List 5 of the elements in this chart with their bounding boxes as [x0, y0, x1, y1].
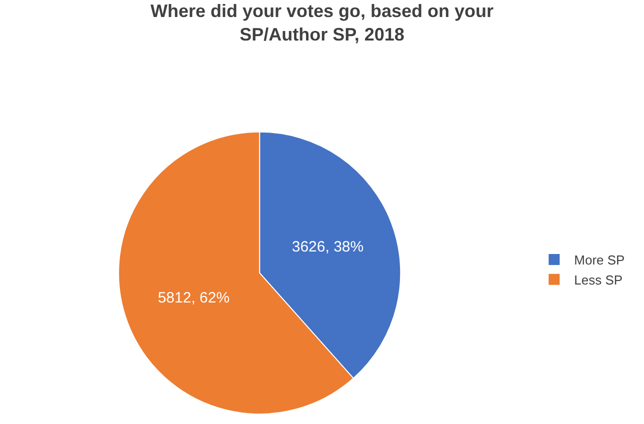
- legend-label: More SP: [574, 252, 625, 268]
- chart-title: Where did your votes go, based on your SP/Author SP, 2018: [150, 0, 494, 44]
- data-label: 3626, 38%: [292, 238, 364, 256]
- legend-label: Less SP: [574, 272, 623, 288]
- data-label: 5812, 62%: [158, 290, 230, 307]
